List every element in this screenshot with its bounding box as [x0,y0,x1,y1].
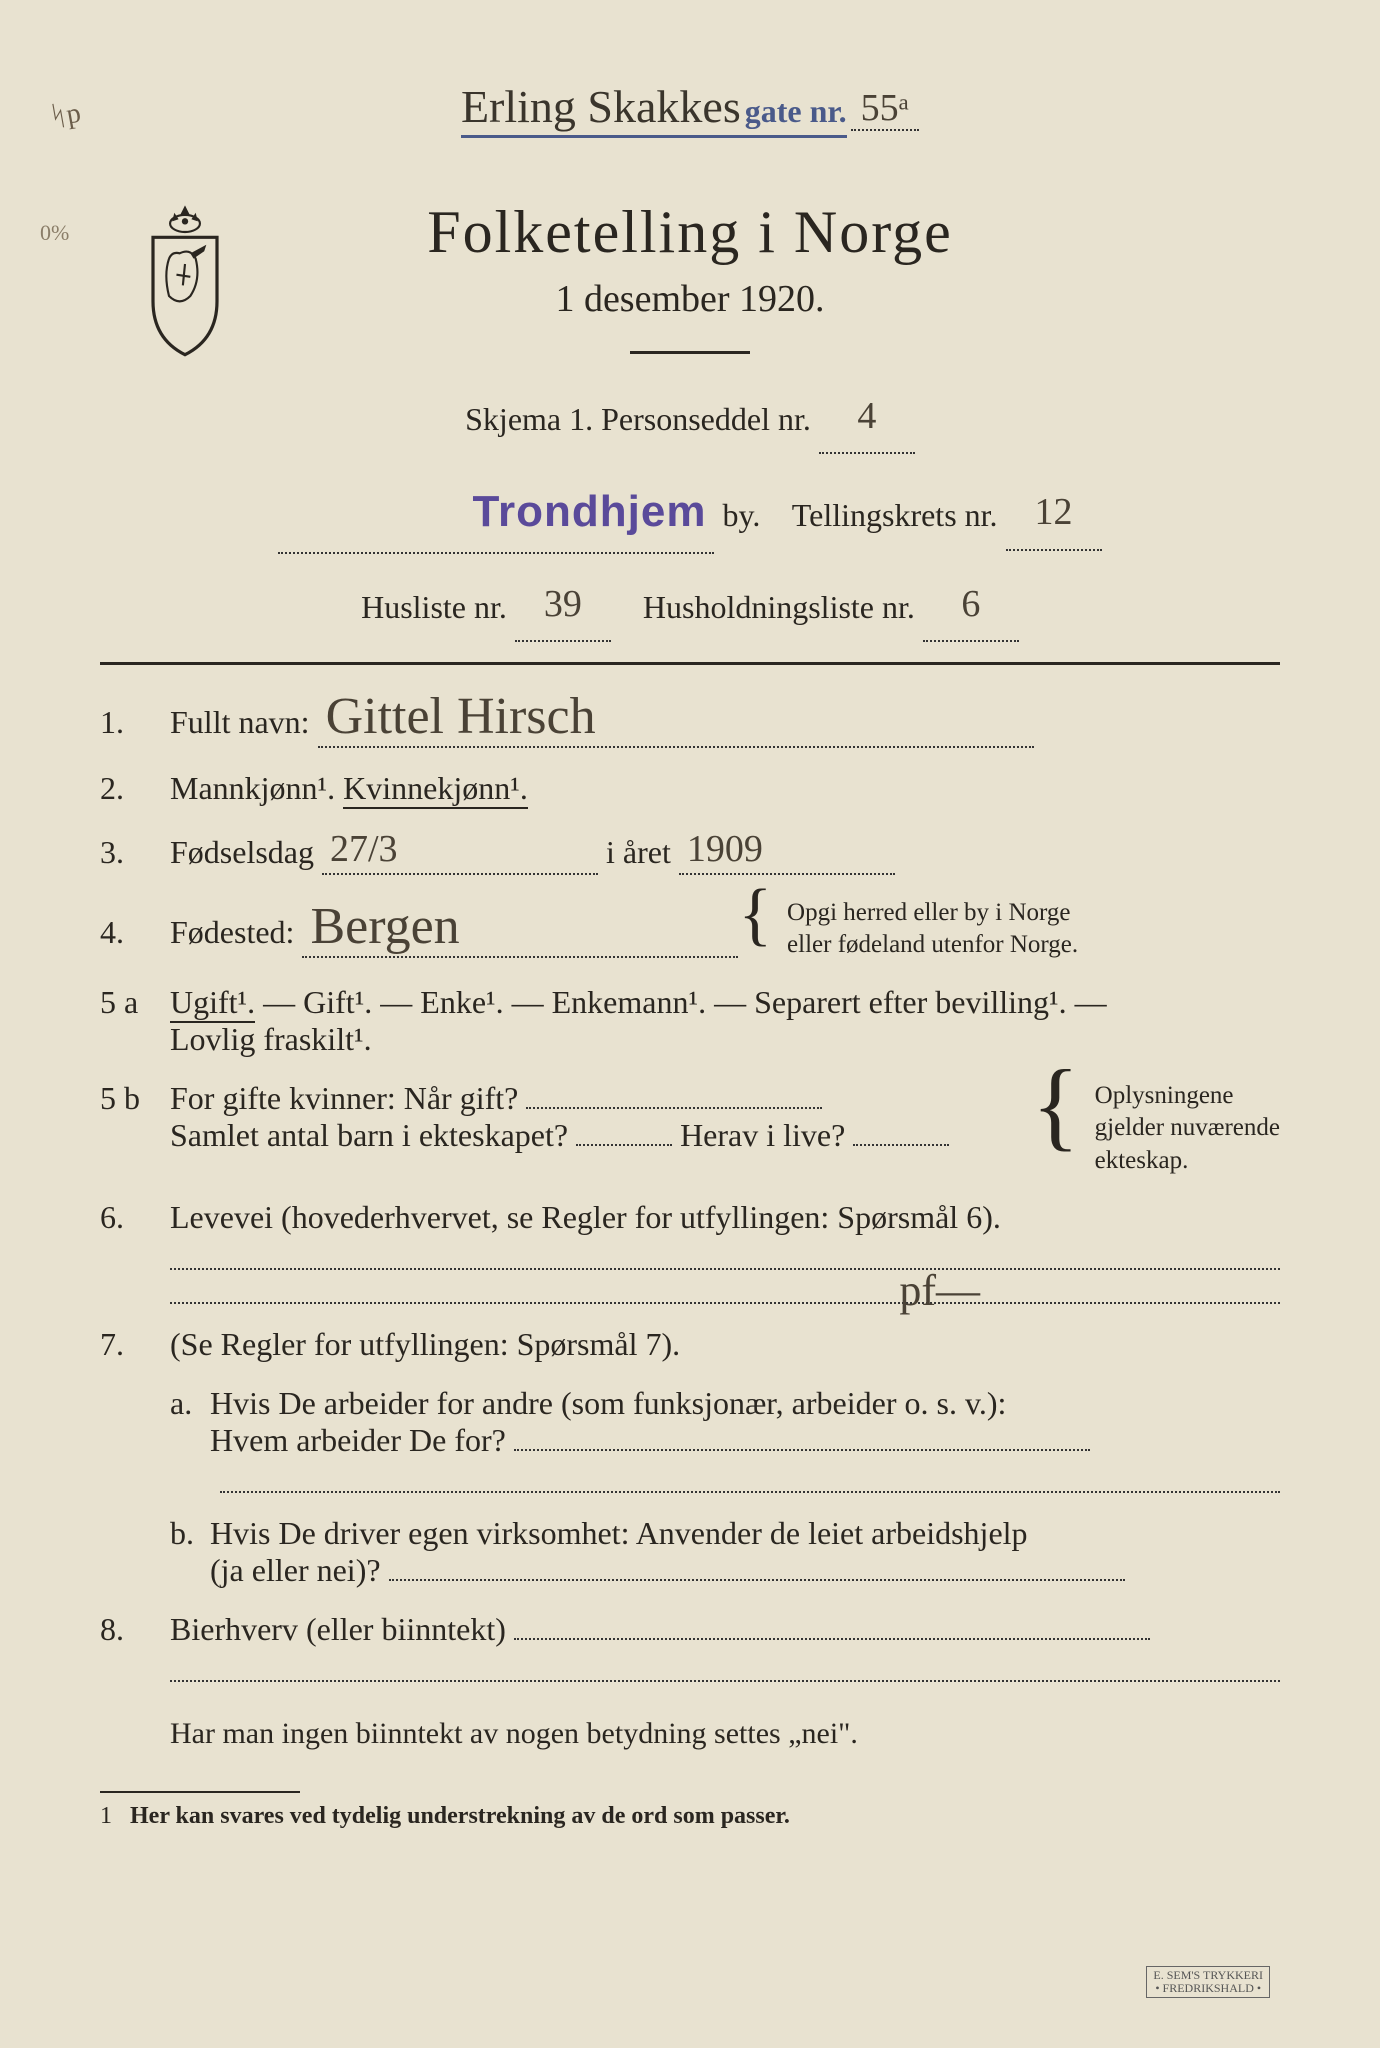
bottom-instruction: Har man ingen biinntekt av nogen betydni… [170,1707,1280,1761]
question-5b: 5 b For gifte kvinner: Når gift? Samlet … [100,1080,1280,1178]
husliste-value: 39 [544,583,582,625]
q5b-line1: For gifte kvinner: Når gift? [170,1080,518,1116]
question-5a: 5 a Ugift¹. — Gift¹. — Enke¹. — Enkemann… [100,984,1280,1058]
gate-number-label: gate nr. [745,93,847,129]
q1-number: 1. [100,704,170,741]
q4-note-l1: Opgi herred eller by i Norge [787,899,1070,926]
krets-label: Tellingskrets nr. [792,497,998,533]
printer-line2: • FREDRIKSHALD • [1155,1981,1261,1995]
question-7a: a. Hvis De arbeider for andre (som funks… [170,1385,1280,1459]
q4-note-l2: eller fødeland utenfor Norge. [787,931,1078,958]
question-2: 2. Mannkjønn¹. Kvinnekjønn¹. [100,770,1280,807]
question-6: 6. Levevei (hovederhvervet, se Regler fo… [100,1199,1280,1236]
schema-line: Skjema 1. Personseddel nr. 4 [100,384,1280,454]
q5a-enkemann: Enkemann¹. [552,984,706,1020]
schema-label: Skjema 1. Personseddel nr. [465,401,811,437]
question-7b: b. Hvis De driver egen virksomhet: Anven… [170,1515,1280,1589]
footnote-text: Her kan svares ved tydelig understreknin… [130,1803,790,1829]
q5b-line2b: Herav i live? [680,1117,845,1153]
gate-number-value: 55ᵃ [851,87,919,131]
q2-option-male: Mannkjønn¹. [170,770,335,806]
printer-mark: E. SEM'S TRYKKERI • FREDRIKSHALD • [1146,1966,1270,1998]
by-label: by. [722,497,760,533]
q4-side-note: Opgi herred eller by i Norge eller fødel… [787,897,1078,962]
q1-label: Fullt navn: [170,704,310,740]
q3-label: Fødselsdag [170,834,314,870]
footnote-line: 1 Her kan svares ved tydelig understrekn… [100,1803,1280,1830]
hushold-label: Husholdningsliste nr. [643,589,915,625]
q3-day-value: 27/3 [330,828,398,870]
q7b-letter: b. [170,1515,210,1552]
city-stamp: Trondhjem [473,487,707,536]
q7-label: (Se Regler for utfyllingen: Spørsmål 7). [170,1326,1280,1363]
q7b-line2: (ja eller nei)? [210,1552,381,1588]
census-form-page: ᛋp 0% Erling Skakkes gate nr. 55ᵃ Folket… [0,0,1380,2048]
header-street-line: Erling Skakkes gate nr. 55ᵃ [100,80,1280,138]
q1-name-value: Gittel Hirsch [326,688,596,745]
norway-coat-of-arms-icon [130,200,240,360]
q5b-side-note: Oplysningene gjelder nuværende ekteskap. [1095,1080,1280,1178]
question-3: 3. Fødselsdag 27/3 i året 1909 [100,829,1280,875]
brace-icon-2: { [1032,1080,1080,1130]
husliste-label: Husliste nr. [361,589,507,625]
q6-label: Levevei (hovederhvervet, se Regler for u… [170,1199,1280,1236]
margin-annotation-2: 0% [40,220,69,246]
question-4: 4. Fødested: Bergen { Opgi herred eller … [100,897,1280,962]
q7-number: 7. [100,1326,170,1363]
q5a-gift: Gift¹. [303,984,372,1020]
q5a-fraskilt: Lovlig fraskilt¹. [170,1021,372,1057]
q5b-line2a: Samlet antal barn i ekteskapet? [170,1117,568,1153]
q2-option-female-selected: Kvinnekjønn¹. [343,770,528,809]
q5b-note-l1: Oplysningene [1095,1082,1234,1109]
title-divider [630,351,750,354]
lists-line: Husliste nr. 39 Husholdningsliste nr. 6 [100,572,1280,642]
question-1: 1. Fullt navn: Gittel Hirsch [100,687,1280,748]
q8-number: 8. [100,1611,170,1648]
q6-answer-line-1 [170,1266,1280,1270]
footnote-number: 1 [100,1803,112,1829]
street-name-handwritten: Erling Skakkes [461,81,741,132]
q3-year-label: i året [606,834,671,870]
q7a-line2: Hvem arbeider De for? [210,1422,506,1458]
printer-line1: E. SEM'S TRYKKERI [1153,1968,1263,1982]
q5a-ugift-selected: Ugift¹. [170,984,255,1023]
question-7: 7. (Se Regler for utfyllingen: Spørsmål … [100,1326,1280,1363]
q2-number: 2. [100,770,170,807]
q3-number: 3. [100,834,170,871]
q7a-letter: a. [170,1385,210,1422]
q8-label: Bierhverv (eller biinntekt) [170,1611,506,1647]
q4-value: Bergen [310,898,459,955]
q3-year-value: 1909 [687,828,763,870]
q7a-line1: Hvis De arbeider for andre (som funksjon… [210,1385,1006,1421]
q5b-number: 5 b [100,1080,170,1117]
q7a-answer-line [220,1489,1280,1493]
q5a-number: 5 a [100,984,170,1021]
q4-number: 4. [100,914,170,951]
schema-value: 4 [857,395,876,437]
q5a-enke: Enke¹. [420,984,503,1020]
q6-answer-line-2 [170,1300,1280,1304]
q5a-separert: Separert efter bevilling¹. [754,984,1067,1020]
hushold-value: 6 [961,583,980,625]
form-title: Folketelling i Norge [100,198,1280,267]
q4-label: Fødested: [170,914,294,950]
q7b-line1: Hvis De driver egen virksomhet: Anvender… [210,1515,1028,1551]
question-8: 8. Bierhverv (eller biinntekt) [100,1611,1280,1648]
form-date: 1 desember 1920. [100,277,1280,321]
q5b-note-l2: gjelder nuværende [1095,1114,1280,1141]
q6-number: 6. [100,1199,170,1236]
q8-answer-line [170,1678,1280,1682]
city-line: Trondhjem by. Tellingskrets nr. 12 [100,472,1280,553]
q6-value: pf— [899,1265,980,1316]
footnote-divider [100,1791,300,1793]
brace-icon: { [738,897,772,932]
margin-annotation-1: ᛋp [47,98,83,135]
krets-value: 12 [1035,491,1073,533]
q5b-note-l3: ekteskap. [1095,1147,1189,1174]
section-divider [100,662,1280,665]
